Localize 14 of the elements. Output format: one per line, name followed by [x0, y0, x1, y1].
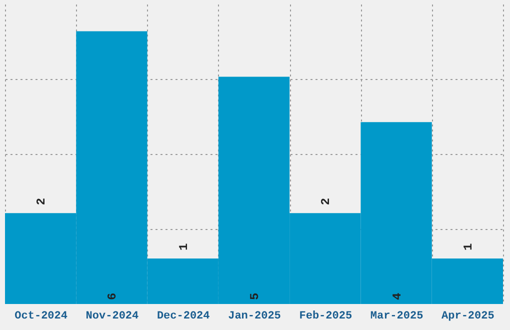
x-tick-label: Mar-2025 — [370, 310, 424, 322]
x-tick-label: Oct-2024 — [14, 310, 68, 322]
data-label: 1 — [461, 243, 476, 251]
data-label: 4 — [390, 292, 404, 300]
x-tick-label: Feb-2025 — [299, 310, 352, 322]
data-label: 2 — [319, 198, 334, 206]
data-label: 1 — [176, 243, 191, 251]
x-tick-label: Nov-2024 — [86, 310, 140, 322]
data-label: 5 — [248, 292, 262, 300]
data-label: 6 — [106, 292, 120, 300]
x-tick-label: Apr-2025 — [442, 310, 495, 322]
data-label: 2 — [34, 198, 49, 206]
x-tick-label: Dec-2024 — [156, 310, 210, 322]
x-tick-label: Jan-2025 — [228, 310, 282, 322]
